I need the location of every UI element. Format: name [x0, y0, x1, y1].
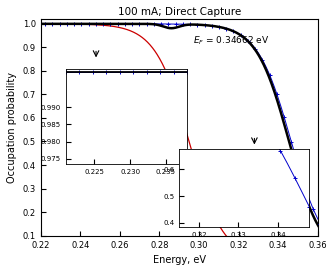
Text: $E_F$ = 0.34662 eV: $E_F$ = 0.34662 eV: [193, 35, 270, 47]
Title: 100 mA; Direct Capture: 100 mA; Direct Capture: [118, 7, 241, 17]
X-axis label: Energy, eV: Energy, eV: [153, 255, 206, 265]
Y-axis label: Occupation probability: Occupation probability: [7, 72, 17, 183]
